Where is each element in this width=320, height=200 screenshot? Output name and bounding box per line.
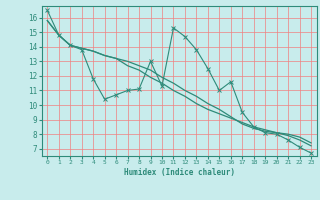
- X-axis label: Humidex (Indice chaleur): Humidex (Indice chaleur): [124, 168, 235, 177]
